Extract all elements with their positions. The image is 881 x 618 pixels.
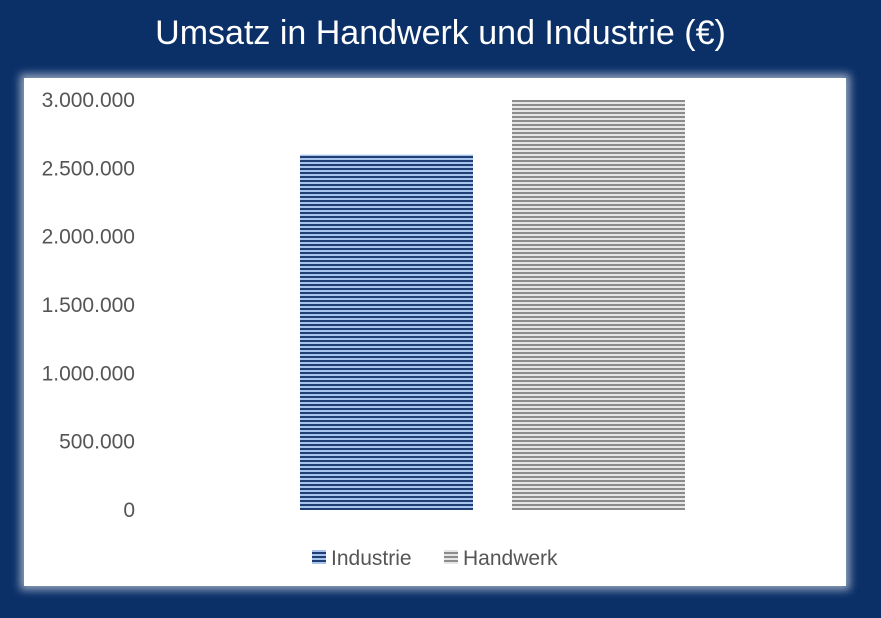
y-tick-label: 0 bbox=[123, 499, 135, 522]
legend: Industrie Handwerk bbox=[312, 547, 558, 570]
y-tick-label: 2.500.000 bbox=[42, 157, 135, 180]
bar-handwerk bbox=[512, 100, 685, 510]
y-tick-label: 2.000.000 bbox=[42, 226, 135, 249]
bar-industrie bbox=[300, 154, 473, 510]
chart-title: Umsatz in Handwerk und Industrie (€) bbox=[155, 14, 726, 52]
legend-label-industrie: Industrie bbox=[331, 547, 412, 570]
y-tick-label: 500.000 bbox=[59, 431, 135, 454]
legend-swatch-industrie bbox=[312, 550, 326, 564]
y-tick-label: 3.000.000 bbox=[42, 89, 135, 112]
legend-swatch-handwerk bbox=[444, 550, 458, 564]
y-axis: 0 500.000 1.000.000 1.500.000 2.000.000 2.500… bbox=[42, 89, 135, 522]
bars-group bbox=[300, 100, 685, 510]
y-tick-label: 1.000.000 bbox=[42, 362, 135, 385]
y-tick-label: 1.500.000 bbox=[42, 294, 135, 317]
legend-label-handwerk: Handwerk bbox=[463, 547, 558, 570]
